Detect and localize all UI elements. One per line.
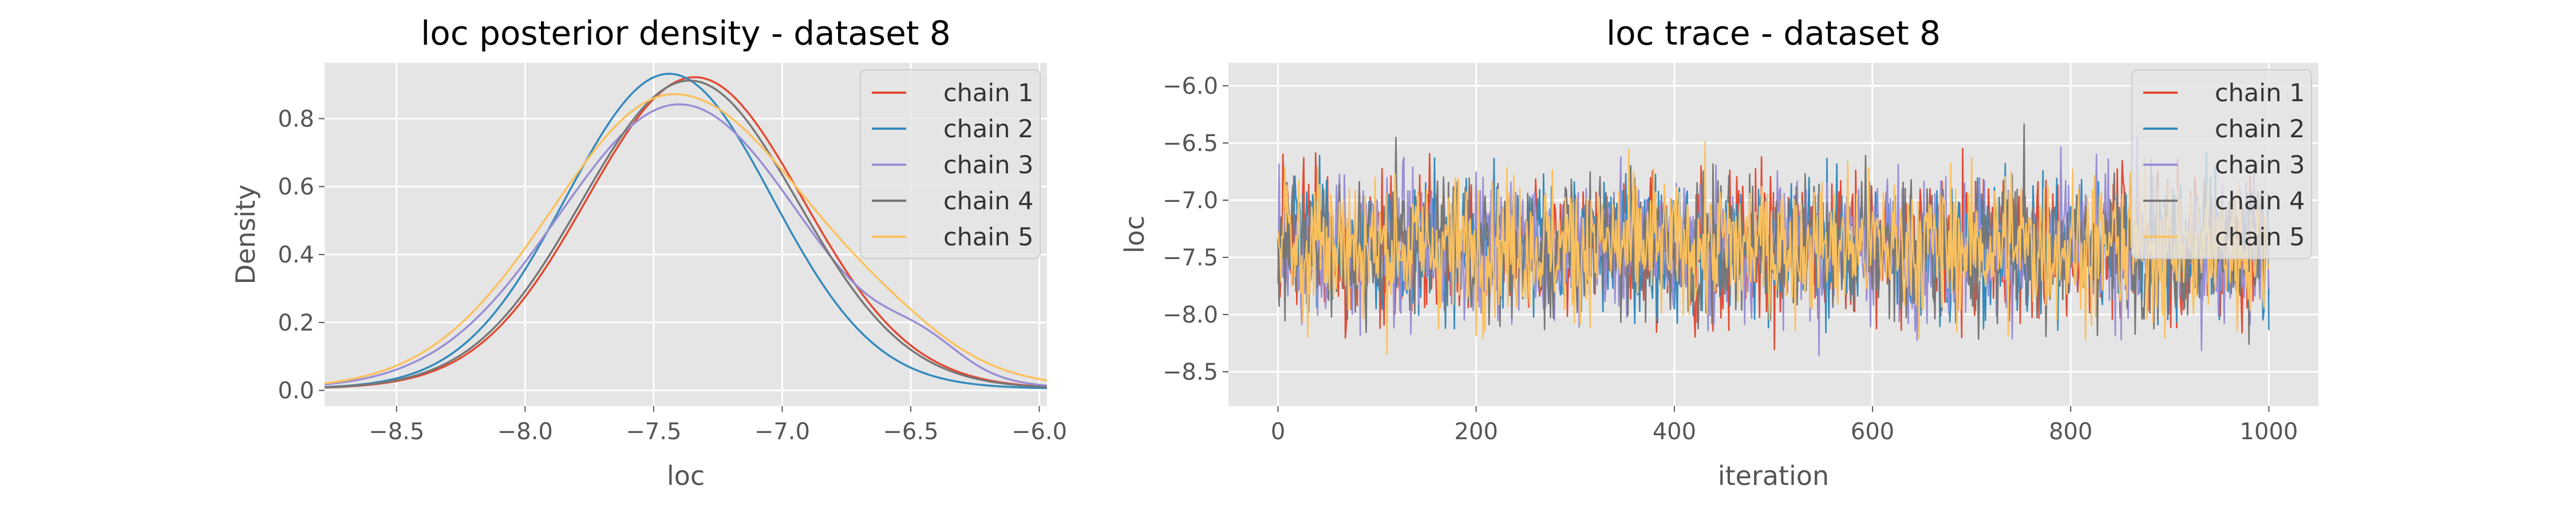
density-x-tick-label: −6.5: [883, 419, 938, 445]
trace-x-tick-label: 200: [1455, 419, 1498, 445]
density-x-tick-label: −8.0: [497, 419, 553, 445]
trace-legend-label-chain-4: chain 4: [2215, 187, 2305, 216]
density-x-ticks: −8.5 −8.0 −7.5 −7.0 −6.5 −6.0: [369, 406, 1067, 445]
density-y-tick-label: 0.6: [278, 174, 314, 200]
trace-legend-label-chain-5: chain 5: [2215, 223, 2305, 252]
trace-x-tick-label: 600: [1851, 419, 1894, 445]
density-curve-chain-4: [324, 79, 1048, 389]
density-legend: chain 1 chain 2 chain 3 chain 4 chain 5: [860, 69, 1041, 259]
trace-line-chain-5: [1277, 141, 2270, 355]
density-legend-box: [860, 69, 1041, 259]
density-x-tick-label: −8.5: [369, 419, 424, 445]
trace-y-ticks: −8.5 −8.0 −7.5 −7.0 −6.5 −6.0: [1163, 73, 1228, 385]
trace-title: loc trace - dataset 8: [1606, 14, 1941, 53]
trace-lines: [1277, 123, 2270, 356]
trace-panel: 0 200 400 600 800 1000 −8.5 −8.0 −7.5 −7.0 −6.5 −6…: [1119, 14, 2318, 491]
density-curve-chain-5: [324, 93, 1048, 385]
trace-legend-box: [2131, 69, 2312, 259]
trace-y-tick-label: −8.5: [1163, 359, 1218, 385]
density-curves: [324, 73, 1048, 389]
density-legend-label-chain-3: chain 3: [943, 151, 1033, 180]
trace-y-tick-label: −6.5: [1163, 130, 1218, 157]
trace-y-tick-label: −7.0: [1163, 188, 1218, 214]
trace-line-chain-3: [1277, 136, 2270, 356]
density-curve-chain-3: [324, 103, 1048, 387]
trace-x-tick-label: 800: [2049, 419, 2092, 445]
density-y-tick-label: 0.0: [278, 378, 314, 404]
density-legend-label-chain-1: chain 1: [943, 79, 1033, 108]
density-x-axis-label: loc: [667, 460, 705, 491]
trace-x-axis-label: iteration: [1718, 460, 1829, 491]
density-x-tick-label: −6.0: [1012, 419, 1067, 445]
trace-y-tick-label: −6.0: [1163, 73, 1218, 100]
density-legend-label-chain-4: chain 4: [943, 187, 1033, 216]
density-x-tick-label: −7.0: [754, 419, 810, 445]
trace-legend-label-chain-1: chain 1: [2215, 79, 2305, 108]
density-y-axis-label: Density: [230, 185, 261, 285]
density-y-tick-label: 0.8: [278, 106, 314, 132]
trace-x-tick-label: 0: [1271, 419, 1285, 445]
trace-y-tick-label: −8.0: [1163, 302, 1218, 328]
trace-legend-label-chain-2: chain 2: [2215, 115, 2305, 144]
density-legend-label-chain-2: chain 2: [943, 115, 1033, 144]
trace-y-tick-label: −7.5: [1163, 245, 1218, 271]
trace-y-axis-label: loc: [1119, 216, 1150, 253]
density-y-tick-label: 0.2: [278, 310, 314, 336]
trace-x-tick-label: 400: [1653, 419, 1696, 445]
density-panel: −8.5 −8.0 −7.5 −7.0 −6.5 −6.0 0.0 0.2 0.4 0.6 0.8…: [230, 14, 1067, 491]
trace-legend-label-chain-3: chain 3: [2215, 151, 2305, 180]
density-title: loc posterior density - dataset 8: [421, 14, 951, 53]
density-curve-chain-2: [324, 73, 1048, 389]
trace-legend: chain 1 chain 2 chain 3 chain 4 chain 5: [2131, 69, 2312, 259]
density-y-tick-label: 0.4: [278, 242, 314, 268]
density-x-tick-label: −7.5: [626, 419, 681, 445]
density-y-ticks: 0.0 0.2 0.4 0.6 0.8: [278, 106, 325, 404]
trace-x-ticks: 0 200 400 600 800 1000: [1271, 406, 2298, 445]
density-legend-label-chain-5: chain 5: [943, 223, 1033, 252]
trace-x-tick-label: 1000: [2240, 419, 2298, 445]
